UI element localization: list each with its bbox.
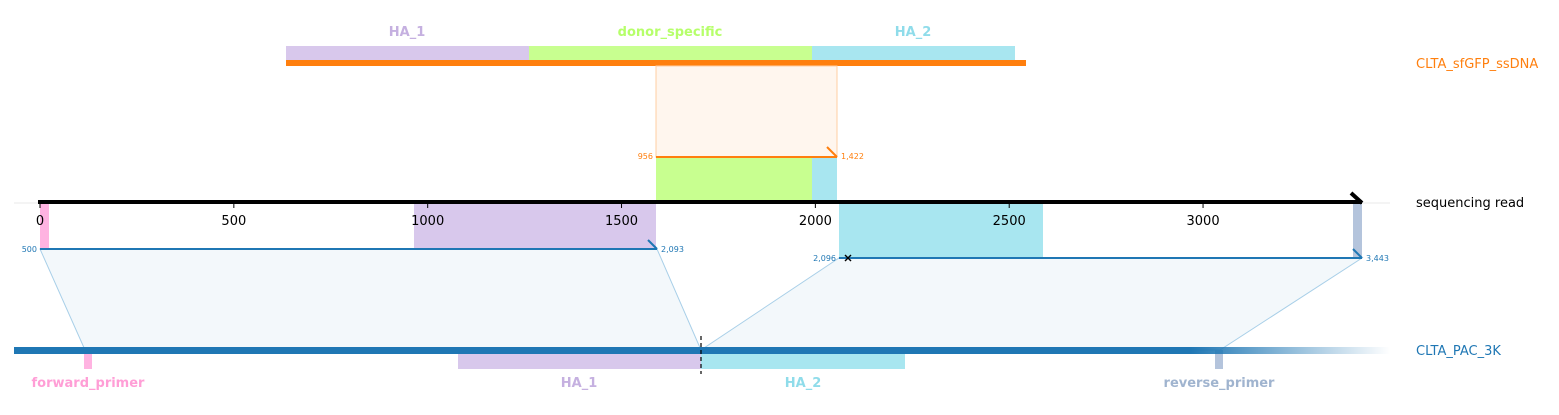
reference-alignment-1-start-label: 500	[22, 245, 37, 254]
read-axis-tick-label-1000: 1000	[411, 214, 444, 229]
read-feature-ha2-lower	[839, 203, 1043, 258]
reference-alignment-2-start-label: 2,096	[813, 254, 836, 263]
read-axis-tick-label-500: 500	[221, 214, 246, 229]
donor-track: HA_1 donor_specific HA_2 CLTA_sfGFP_ssDN…	[286, 25, 1538, 72]
donor-alignment-shade	[655, 65, 838, 158]
reference-alignments: 500 2,093 2,096 3,443	[22, 239, 1389, 351]
donor-alignment: 956 1,422	[638, 65, 864, 202]
donor-track-name: CLTA_sfGFP_ssDNA	[1416, 57, 1538, 72]
reference-alignment-1-shade	[39, 248, 702, 351]
read-axis-tick-label-0: 0	[36, 214, 44, 229]
reference-track: forward_primer HA_1 HA_2 reverse_primer …	[14, 336, 1501, 391]
donor-feature-ha2	[812, 46, 1015, 61]
read-track: 0 500 1000 1500 2000 2500 3000 sequencing read	[14, 191, 1524, 258]
read-feature-donor-specific	[656, 157, 812, 202]
reference-feature-reverse-primer	[1215, 350, 1223, 369]
read-feature-forward-primer	[40, 203, 49, 249]
read-axis-ticks: 0 500 1000 1500 2000 2500 3000	[36, 203, 1220, 229]
reference-alignment-2-end-tick	[1352, 248, 1363, 259]
reference-feature-forward-primer	[84, 350, 92, 369]
read-track-name: sequencing read	[1416, 196, 1524, 211]
reference-backbone-fade	[1190, 347, 1390, 354]
read-axis-tick-label-2500: 2500	[993, 214, 1026, 229]
read-axis-tick-label-3000: 3000	[1187, 214, 1220, 229]
donor-feature-ha2-label: HA_2	[895, 25, 932, 40]
read-arrow-tip	[1349, 191, 1364, 205]
reference-track-name: CLTA_PAC_3K	[1416, 344, 1501, 359]
read-feature-ha1	[414, 203, 656, 249]
read-axis-tick-label-2000: 2000	[799, 214, 832, 229]
reference-feature-ha1	[458, 350, 701, 369]
donor-alignment-end-tick	[826, 146, 838, 158]
donor-alignment-start-label: 956	[638, 152, 653, 161]
reference-feature-ha1-label: HA_1	[561, 376, 598, 391]
reference-alignment-1-end-label: 2,093	[661, 245, 684, 254]
donor-feature-donor-specific	[529, 46, 812, 61]
reference-feature-reverse-primer-label: reverse_primer	[1164, 376, 1276, 391]
donor-feature-donor-specific-label: donor_specific	[618, 25, 723, 40]
reference-alignment-1-end-tick	[647, 239, 658, 250]
reference-feature-forward-primer-label: forward_primer	[32, 376, 146, 391]
reference-feature-ha2	[701, 350, 905, 369]
reference-alignment-2-shade	[699, 257, 1364, 351]
donor-feature-ha1-label: HA_1	[389, 25, 426, 40]
junction-x-marker	[844, 254, 852, 262]
read-feature-reverse-primer	[1353, 203, 1362, 258]
donor-feature-ha1	[286, 46, 529, 61]
donor-backbone	[286, 60, 1026, 66]
read-feature-ha2-upper	[812, 157, 837, 202]
read-axis-tick-label-1500: 1500	[605, 214, 638, 229]
reference-feature-ha2-label: HA_2	[785, 376, 822, 391]
reference-backbone	[14, 347, 1190, 354]
donor-alignment-end-label: 1,422	[841, 152, 864, 161]
reference-alignment-2-end-label: 3,443	[1366, 254, 1389, 263]
